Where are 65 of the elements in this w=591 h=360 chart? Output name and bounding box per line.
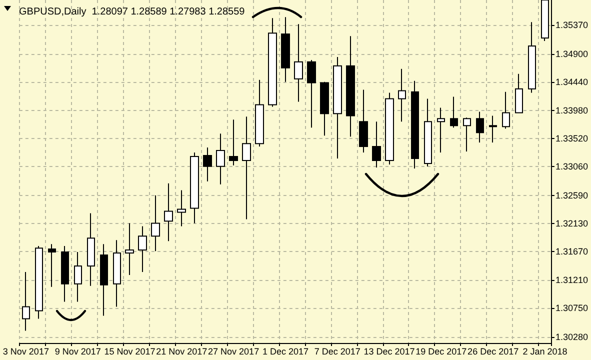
x-tick-label: 1 Dec 2017	[262, 346, 308, 356]
candlestick	[138, 226, 147, 272]
candlestick	[281, 16, 290, 82]
y-tick-label: 1.32590	[555, 190, 588, 200]
candlestick	[333, 56, 342, 160]
candlestick	[294, 24, 303, 102]
candlestick	[203, 147, 212, 182]
candlestick	[151, 194, 160, 252]
y-tick-label: 1.33060	[555, 162, 588, 172]
candlestick	[450, 96, 458, 128]
candlestick	[489, 115, 497, 144]
candlestick	[177, 190, 186, 227]
candlestick	[398, 68, 406, 122]
x-tick-label: 3 Nov 2017	[2, 346, 49, 356]
y-tick-label: 1.35370	[555, 20, 588, 30]
candlestick	[35, 246, 43, 320]
y-tick-label: 1.32130	[555, 218, 588, 229]
candlestick	[541, 0, 549, 42]
candlestick	[476, 111, 484, 144]
candlestick	[113, 240, 121, 308]
y-tick-label: 1.31670	[555, 246, 588, 257]
candlestick	[22, 271, 30, 332]
y-tick-label: 1.30280	[555, 332, 588, 342]
x-tick-label: 2 Jan 2018	[522, 346, 568, 356]
x-tick-label: 7 Dec 2017	[314, 346, 360, 356]
candlestick	[528, 22, 536, 94]
candlestick	[100, 244, 108, 316]
candlestick	[307, 59, 316, 128]
y-tick-label: 1.34440	[555, 77, 588, 88]
x-tick-label: 9 Nov 2017	[54, 346, 101, 356]
y-tick-label: 1.33980	[555, 105, 588, 116]
candlestick	[424, 98, 432, 167]
candlestick	[190, 152, 199, 224]
x-tick-label: 13 Dec 2017	[364, 346, 415, 356]
y-tick-label: 1.33520	[555, 133, 588, 144]
candlestick	[164, 182, 173, 242]
y-tick-label: 1.34900	[555, 48, 588, 59]
x-tick-label: 15 Nov 2017	[104, 346, 156, 356]
y-tick-label: 1.30750	[555, 303, 588, 314]
text: GBPUSD,Daily 1.28097 1.28589 1.27983 1.28559	[19, 6, 246, 18]
x-tick-label: 26 Dec 2017	[468, 346, 519, 356]
candlestick	[515, 73, 523, 114]
candlestick	[61, 246, 69, 302]
candlestick	[359, 89, 368, 154]
x-tick-label: 21 Nov 2017	[156, 346, 208, 356]
candlestick	[385, 92, 394, 165]
candlestick	[125, 222, 134, 276]
candlestick	[268, 18, 277, 108]
candlestick	[463, 117, 471, 152]
candlestick	[242, 116, 251, 220]
y-tick-label: 1.31210	[555, 274, 588, 285]
candlestick	[502, 91, 510, 130]
candlestick	[320, 81, 329, 136]
candlestick	[437, 107, 445, 154]
x-tick-label: 27 Nov 2017	[208, 346, 260, 356]
x-tick-label: 19 Dec 2017	[416, 346, 467, 356]
candlestick	[346, 36, 355, 138]
candlestick	[87, 212, 95, 286]
candlestick	[255, 79, 264, 148]
candlestick	[229, 119, 238, 166]
candlestick	[372, 121, 381, 168]
candlestick	[216, 133, 225, 185]
candlestick	[74, 252, 82, 302]
candlestick	[411, 80, 419, 169]
candlestick	[48, 244, 56, 288]
